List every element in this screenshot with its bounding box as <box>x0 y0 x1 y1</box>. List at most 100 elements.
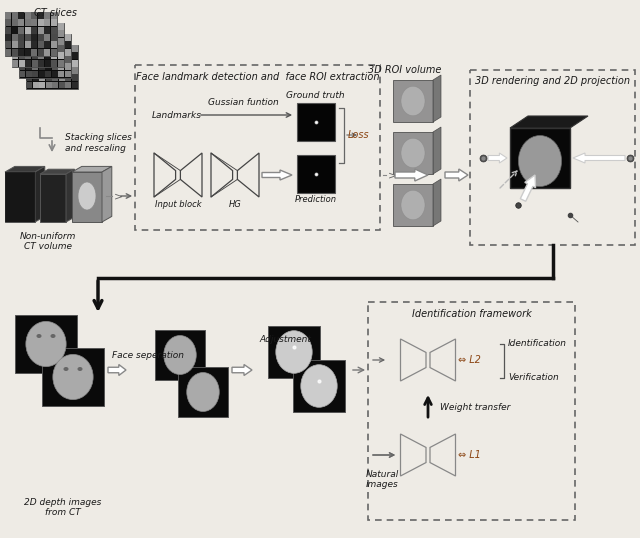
Polygon shape <box>5 172 35 222</box>
Polygon shape <box>72 172 102 222</box>
Bar <box>38 60 44 67</box>
Bar <box>58 52 65 59</box>
Bar <box>38 41 44 48</box>
Bar <box>51 41 56 48</box>
Bar <box>58 30 63 37</box>
Bar <box>39 82 45 88</box>
Bar <box>368 302 575 520</box>
Bar <box>31 41 37 48</box>
Bar <box>15 315 77 373</box>
Bar <box>31 38 38 45</box>
Bar <box>24 19 31 26</box>
Polygon shape <box>35 166 45 222</box>
Bar <box>65 63 70 70</box>
Bar <box>42 348 104 406</box>
Bar <box>19 38 24 45</box>
Bar <box>33 52 38 59</box>
Bar <box>26 70 31 77</box>
Bar <box>58 74 65 81</box>
Bar <box>45 63 51 70</box>
Bar <box>44 48 50 55</box>
Bar <box>510 128 570 188</box>
Text: 3D ROI volume: 3D ROI volume <box>368 65 442 75</box>
Bar <box>58 70 64 77</box>
Bar <box>32 34 38 41</box>
Bar <box>33 60 38 67</box>
Ellipse shape <box>401 86 425 116</box>
Bar <box>38 45 44 52</box>
Bar <box>38 12 44 19</box>
Text: Landmarks: Landmarks <box>152 110 202 119</box>
Bar <box>52 82 58 88</box>
Bar <box>135 65 380 230</box>
Bar <box>12 23 18 30</box>
Bar <box>45 82 51 88</box>
Bar <box>32 48 38 55</box>
Bar <box>65 45 71 52</box>
Bar <box>19 70 25 77</box>
Bar <box>12 12 17 19</box>
Bar <box>44 12 50 19</box>
Polygon shape <box>510 116 588 128</box>
Ellipse shape <box>164 336 196 374</box>
Bar <box>72 67 77 74</box>
Bar <box>5 12 11 19</box>
Bar <box>65 74 71 81</box>
Bar <box>5 19 11 26</box>
Bar <box>51 34 58 41</box>
Bar <box>31 23 38 30</box>
Ellipse shape <box>53 355 93 400</box>
Bar <box>45 23 51 30</box>
Ellipse shape <box>518 136 562 187</box>
Bar <box>58 23 63 30</box>
Bar <box>52 74 58 81</box>
Bar <box>38 30 44 37</box>
Bar <box>65 41 70 48</box>
Bar <box>24 27 31 33</box>
Polygon shape <box>433 179 441 226</box>
Text: Natural
images: Natural images <box>365 470 399 490</box>
Bar <box>51 38 57 45</box>
Polygon shape <box>102 166 112 222</box>
Bar <box>5 27 11 33</box>
Bar <box>25 23 31 30</box>
Bar <box>26 63 31 70</box>
Bar <box>32 70 38 77</box>
Bar <box>45 30 51 37</box>
Bar <box>18 12 24 19</box>
Polygon shape <box>40 169 74 174</box>
Bar <box>44 27 50 33</box>
Ellipse shape <box>36 334 42 338</box>
Bar <box>18 41 24 48</box>
Bar <box>31 34 37 41</box>
Bar <box>52 67 58 74</box>
Bar <box>26 56 31 63</box>
Bar <box>12 48 17 55</box>
Text: Loss: Loss <box>348 130 370 140</box>
Bar <box>58 38 63 45</box>
Bar <box>12 60 18 67</box>
Bar <box>51 52 57 59</box>
Bar <box>51 48 58 55</box>
Bar <box>38 27 44 33</box>
Bar <box>5 34 11 41</box>
Bar <box>25 30 31 37</box>
Bar <box>38 38 44 45</box>
Polygon shape <box>262 170 292 180</box>
Bar <box>26 48 31 55</box>
Bar <box>293 360 345 412</box>
Bar <box>19 34 25 41</box>
Polygon shape <box>520 175 536 201</box>
Bar <box>45 74 51 81</box>
Bar <box>33 82 38 88</box>
Bar <box>52 60 58 67</box>
Bar <box>65 52 71 59</box>
Text: ⇔ L1: ⇔ L1 <box>458 450 481 460</box>
Bar <box>39 60 45 67</box>
Bar <box>39 52 45 59</box>
Bar <box>19 41 25 48</box>
Bar <box>31 45 38 52</box>
Bar <box>38 34 44 41</box>
Text: Identification: Identification <box>508 339 567 349</box>
Bar <box>25 45 31 52</box>
